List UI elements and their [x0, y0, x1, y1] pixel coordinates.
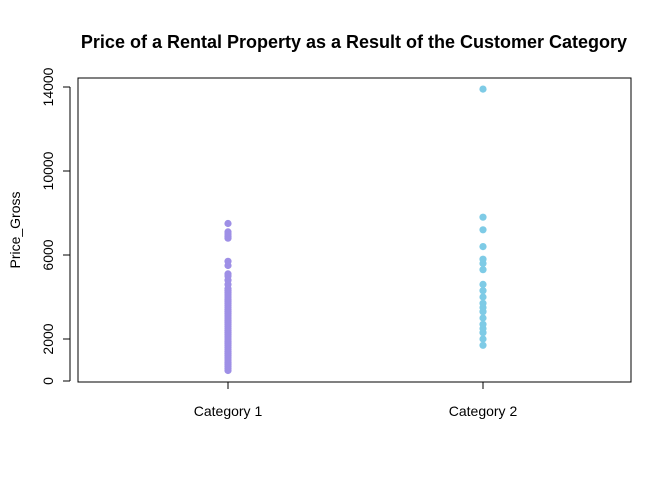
y-tick-label: 2000	[40, 323, 56, 354]
data-point	[479, 335, 487, 343]
plot-frame	[77, 77, 632, 383]
y-tick-label: 14000	[40, 67, 56, 106]
data-point	[224, 270, 232, 278]
data-points	[224, 85, 487, 375]
data-point	[479, 213, 487, 221]
data-point	[479, 314, 487, 322]
x-tick-label: Category 2	[449, 403, 518, 419]
data-point	[479, 287, 487, 295]
data-point	[479, 320, 487, 328]
x-tick-label: Category 1	[194, 403, 263, 419]
data-point	[479, 293, 487, 301]
data-point	[479, 85, 487, 93]
x-axis: Category 1 Category 2	[194, 382, 518, 419]
chart-title: Price of a Rental Property as a Result o…	[81, 32, 627, 52]
data-point	[479, 226, 487, 234]
y-tick-label: 6000	[40, 239, 56, 270]
data-point	[479, 280, 487, 288]
data-point	[224, 228, 232, 236]
y-axis: 0 2000 6000 10000 14000	[40, 67, 71, 385]
data-point	[224, 257, 232, 265]
data-point	[479, 266, 487, 274]
y-tick-label: 10000	[40, 151, 56, 190]
y-axis-label: Price_Gross	[7, 191, 23, 268]
data-point	[479, 299, 487, 307]
data-point	[479, 341, 487, 349]
data-point	[479, 243, 487, 251]
data-point	[479, 255, 487, 263]
data-point	[224, 219, 232, 228]
y-tick-label: 0	[40, 377, 56, 385]
